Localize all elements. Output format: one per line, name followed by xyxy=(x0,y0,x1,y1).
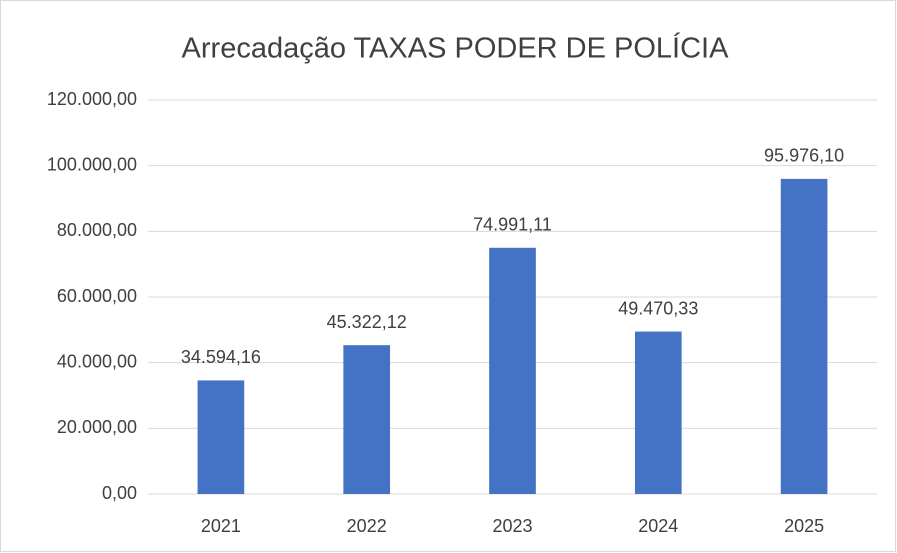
data-label: 49.470,33 xyxy=(618,298,698,318)
x-tick-label: 2021 xyxy=(201,516,241,536)
bar xyxy=(780,178,828,494)
y-tick-label: 20.000,00 xyxy=(57,417,137,437)
bar xyxy=(489,247,536,494)
x-tick-label: 2022 xyxy=(347,516,387,536)
data-label: 95.976,10 xyxy=(764,146,844,166)
data-label: 74.991,11 xyxy=(473,215,552,235)
x-tick-label: 2023 xyxy=(492,516,532,536)
y-tick-label: 80.000,00 xyxy=(57,220,137,240)
y-tick-label: 0,00 xyxy=(102,483,137,503)
x-tick-label: 2024 xyxy=(638,516,678,536)
y-tick-label: 40.000,00 xyxy=(57,351,137,371)
data-label: 45.322,12 xyxy=(327,312,407,332)
chart-title: Arrecadação TAXAS PODER DE POLÍCIA xyxy=(182,32,730,65)
y-tick-label: 60.000,00 xyxy=(57,286,137,306)
x-tick-label: 2025 xyxy=(784,516,824,536)
bar xyxy=(634,331,682,494)
data-label: 34.594,16 xyxy=(181,347,261,367)
bar xyxy=(343,345,391,494)
y-tick-label: 100.000,00 xyxy=(47,154,137,174)
bar xyxy=(197,380,245,494)
y-tick-label: 120.000,00 xyxy=(47,89,137,109)
